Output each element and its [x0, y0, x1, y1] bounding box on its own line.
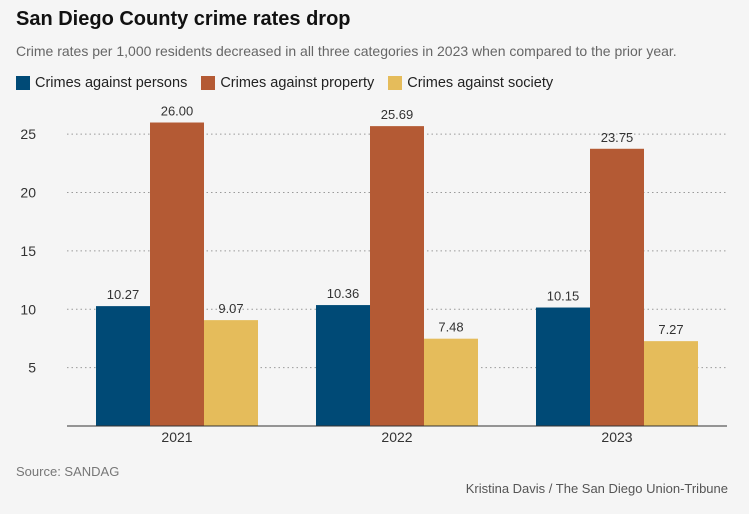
bar-value-label: 23.75: [601, 130, 634, 145]
bar-value-label: 7.27: [658, 322, 683, 337]
bar: [536, 307, 590, 426]
chart-subtitle: Crime rates per 1,000 residents decrease…: [16, 43, 677, 59]
chart-legend: Crimes against persons Crimes against pr…: [16, 75, 553, 91]
y-tick-label: 20: [20, 185, 36, 201]
y-tick-label: 15: [20, 243, 36, 259]
x-tick-label: 2022: [381, 429, 412, 445]
legend-item-persons: Crimes against persons: [16, 75, 187, 91]
source-note: Source: SANDAG: [16, 464, 120, 479]
x-tick-label: 2023: [601, 429, 632, 445]
bar: [644, 341, 698, 426]
bar-value-label: 10.27: [107, 287, 140, 302]
y-tick-label: 10: [20, 301, 36, 317]
y-tick-label: 5: [28, 360, 36, 376]
bar-value-label: 10.15: [547, 289, 580, 304]
bar-value-label: 26.00: [161, 104, 194, 119]
legend-swatch-property: [201, 76, 216, 90]
y-tick-label: 25: [20, 126, 36, 142]
bar: [150, 122, 204, 426]
legend-item-society: Crimes against society: [388, 75, 553, 91]
bar-value-label: 7.48: [438, 320, 463, 335]
chart-title: San Diego County crime rates drop: [16, 8, 351, 30]
bar-value-label: 9.07: [218, 301, 243, 316]
x-tick-label: 2021: [161, 429, 192, 445]
legend-label-persons: Crimes against persons: [35, 75, 188, 91]
bar: [316, 305, 370, 426]
legend-swatch-society: [388, 76, 403, 90]
bar: [424, 338, 478, 426]
legend-label-society: Crimes against society: [407, 75, 554, 91]
bar-value-label: 10.36: [327, 286, 360, 301]
credit-line: Kristina Davis / The San Diego Union-Tri…: [465, 481, 728, 496]
legend-item-property: Crimes against property: [201, 75, 374, 91]
bar: [96, 306, 150, 426]
bar: [370, 126, 424, 427]
bar: [590, 148, 644, 427]
legend-label-property: Crimes against property: [220, 75, 375, 91]
bar-value-label: 25.69: [381, 107, 414, 122]
legend-swatch-persons: [16, 76, 30, 90]
bar: [204, 320, 258, 426]
